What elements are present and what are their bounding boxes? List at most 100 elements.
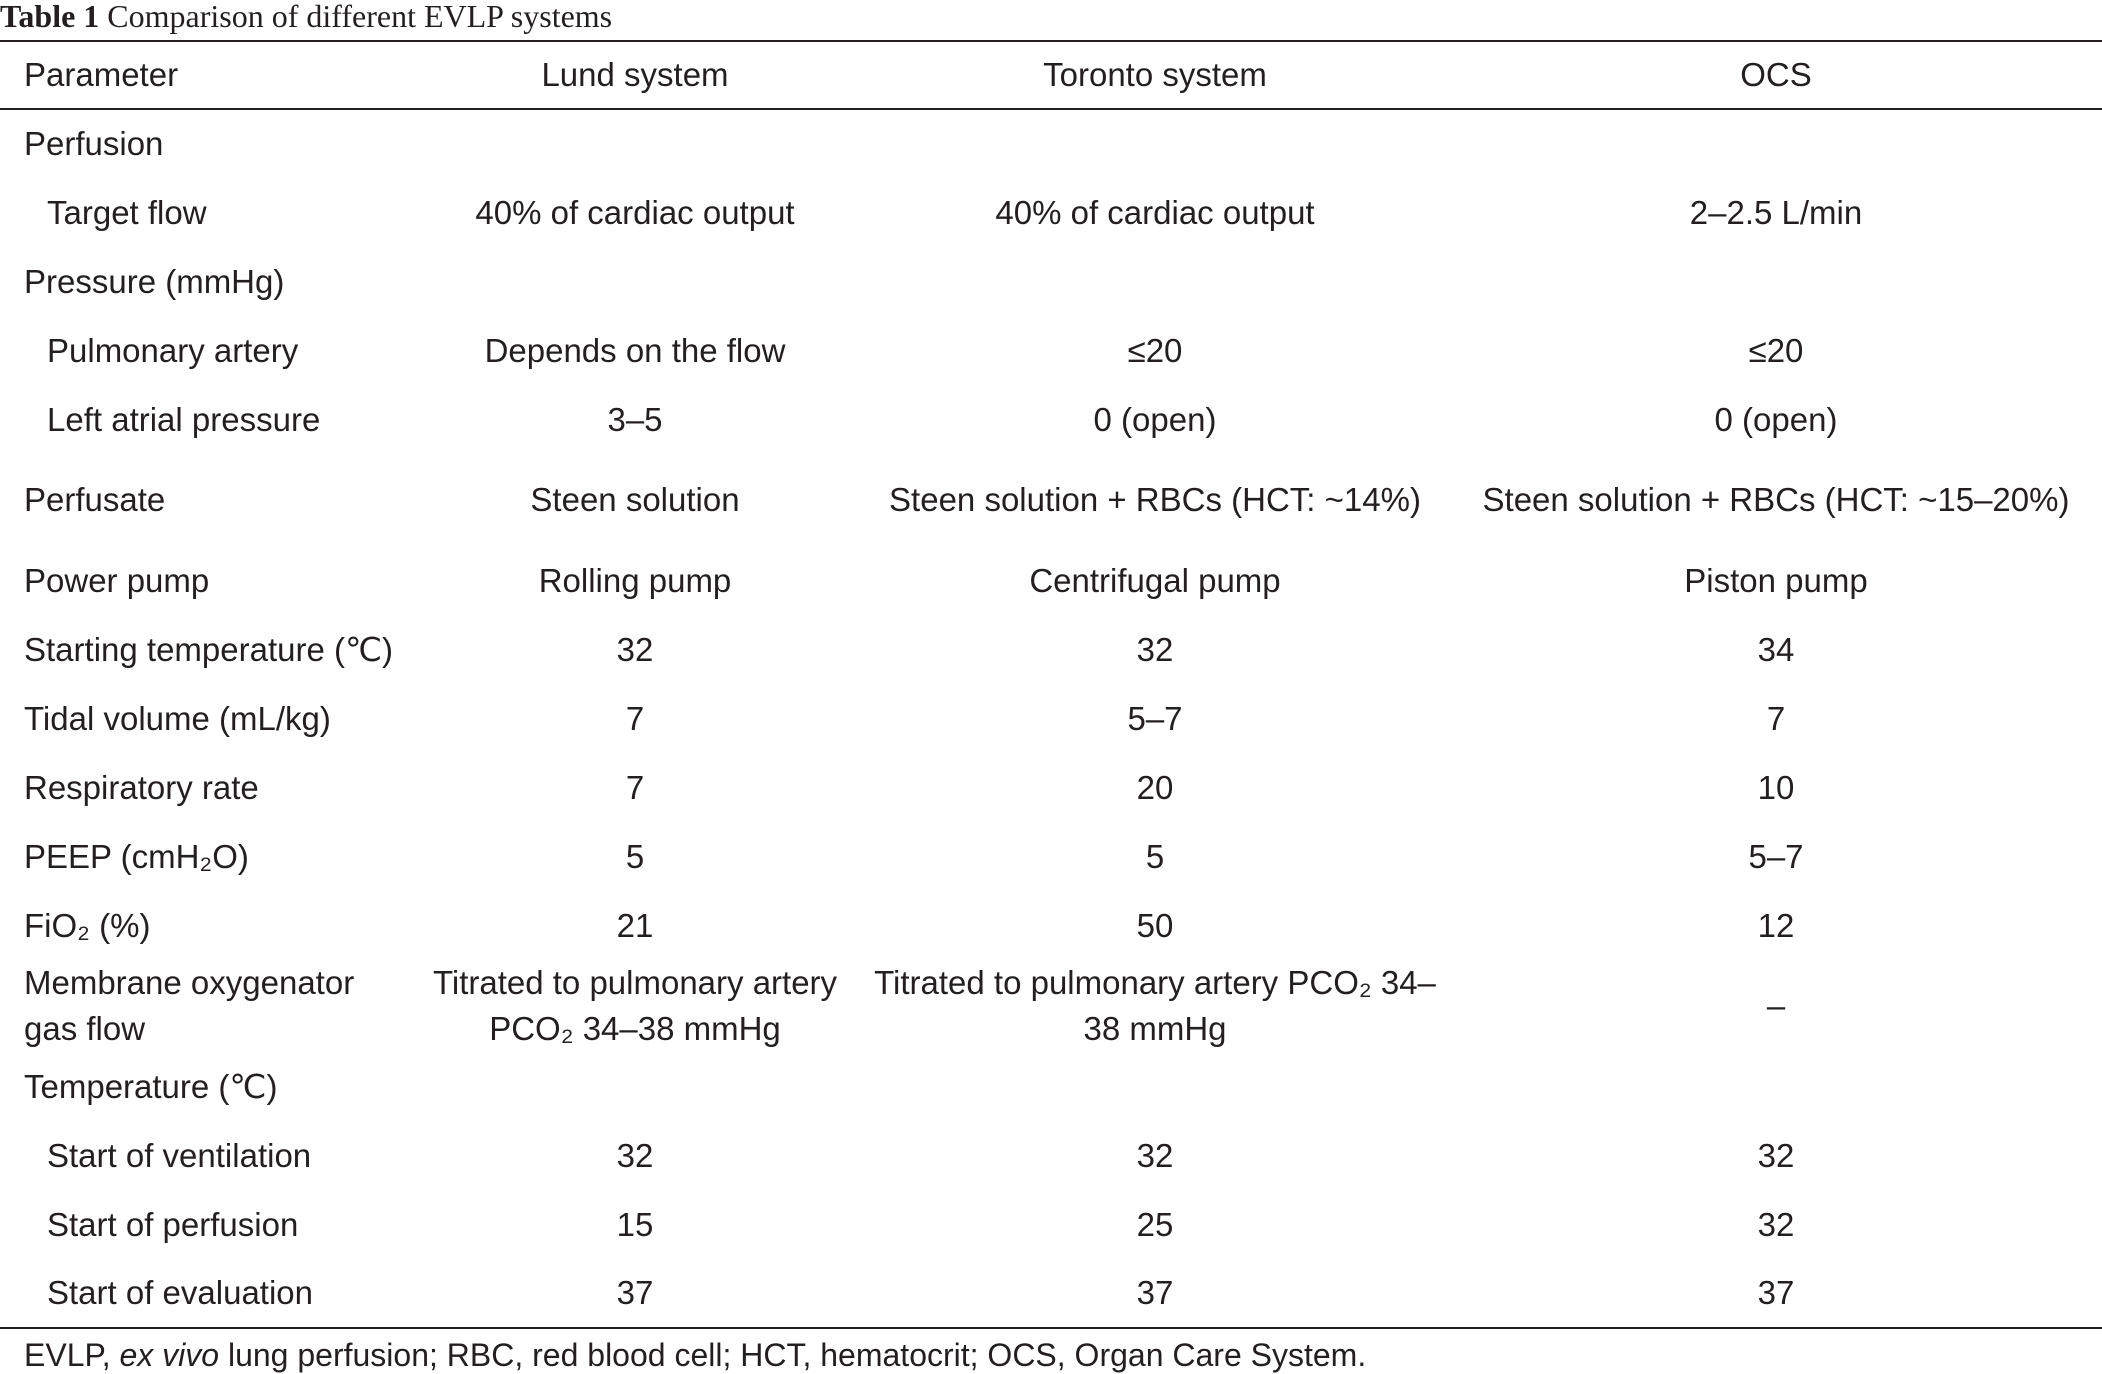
lund-value-cell: 3–5 <box>607 400 663 438</box>
toronto-value-cell: 20 <box>1136 768 1174 806</box>
header-parameter: Parameter <box>24 56 179 93</box>
comparison-table-container: Parameter Lund system Toronto system OCS… <box>0 40 2102 1329</box>
table-row: Perfusate Steen solution Steen solution + … <box>0 454 2102 546</box>
table-row: Pressure (mmHg) <box>0 247 2102 316</box>
lund-value-cell: 40% of cardiac output <box>475 193 795 231</box>
lund-value-cell: 32 <box>616 630 654 668</box>
toronto-value-cell <box>860 109 1450 178</box>
header-lund-system: Lund system <box>541 56 729 93</box>
row-parameter-cell: Membrane oxygenator gas flow <box>24 964 355 1047</box>
table-row: Target flow 40% of cardiac output 40% of c… <box>0 178 2102 247</box>
ocs-value-cell: 7 <box>1766 699 1786 737</box>
ocs-value-cell: – <box>1766 987 1786 1024</box>
lund-value-cell <box>410 247 860 316</box>
row-parameter-cell: PEEP (cmH₂O) <box>24 837 249 875</box>
lund-value-cell: 15 <box>616 1205 654 1243</box>
lund-value-cell: 37 <box>616 1274 654 1311</box>
ocs-value-cell: 10 <box>1757 768 1795 806</box>
toronto-value-cell: 40% of cardiac output <box>995 193 1315 231</box>
toronto-value-cell: Titrated to pulmonary artery PCO₂ 34–38 … <box>874 964 1436 1047</box>
ocs-value-cell <box>1450 109 2102 178</box>
table-header-row: Parameter Lund system Toronto system OCS <box>0 41 2102 109</box>
row-parameter-cell: Tidal volume (mL/kg) <box>24 699 331 737</box>
ocs-value-cell: Piston pump <box>1684 561 1868 599</box>
table-row: Power pump Rolling pump Centrifugal pump Pi… <box>0 546 2102 615</box>
row-parameter-cell: Respiratory rate <box>24 768 259 806</box>
toronto-value-cell: 0 (open) <box>1093 400 1217 438</box>
toronto-value-cell <box>860 247 1450 316</box>
toronto-value-cell: 32 <box>1136 630 1174 668</box>
table-row: Left atrial pressure 3–5 0 (open) 0 (open) <box>0 385 2102 454</box>
toronto-value-cell: Steen solution + RBCs (HCT: ~14%) <box>889 481 1421 518</box>
lund-value-cell: Rolling pump <box>538 561 732 599</box>
lund-value-cell: Titrated to pulmonary artery PCO₂ 34–38 … <box>432 964 838 1047</box>
lund-value-cell: 5 <box>625 837 645 875</box>
table-row: Membrane oxygenator gas flow Titrated to … <box>0 960 2102 1052</box>
table-footnote: EVLP, ex vivo lung perfusion; RBC, red b… <box>24 1336 1366 1374</box>
header-ocs: OCS <box>1740 56 1812 93</box>
footnote-text: lung perfusion; RBC, red blood cell; HCT… <box>227 1337 1367 1373</box>
ocs-value-cell <box>1450 1052 2102 1121</box>
lund-value-cell: 7 <box>625 768 645 806</box>
row-parameter-cell: Perfusate <box>24 481 166 518</box>
table-caption: Table 1 Comparison of different EVLP sys… <box>0 0 612 38</box>
toronto-value-cell: 5 <box>1145 837 1165 875</box>
lund-value-cell: Steen solution <box>530 481 740 518</box>
toronto-value-cell: 5–7 <box>1127 699 1183 737</box>
row-parameter-cell: Pulmonary artery <box>47 331 299 369</box>
toronto-value-cell <box>860 1052 1450 1121</box>
row-parameter-cell: Perfusion <box>24 125 164 162</box>
ocs-value-cell: 32 <box>1757 1136 1795 1174</box>
row-parameter-cell: Pressure (mmHg) <box>24 262 285 300</box>
ocs-value-cell: 2–2.5 L/min <box>1689 193 1863 231</box>
row-parameter-cell: Power pump <box>24 561 210 599</box>
table-row: Start of perfusion 15 25 32 <box>0 1190 2102 1259</box>
lund-value-cell: 21 <box>616 906 654 944</box>
row-parameter-cell: Starting temperature (℃) <box>24 631 394 668</box>
ocs-value-cell <box>1450 247 2102 316</box>
table-body: Perfusion Target flow 40% of cardiac outpu… <box>0 109 2102 1328</box>
row-parameter-cell: FiO₂ (%) <box>24 906 151 944</box>
table-row: PEEP (cmH₂O) 5 5 5–7 <box>0 822 2102 891</box>
ocs-value-cell: 5–7 <box>1748 837 1804 875</box>
row-parameter-cell: Left atrial pressure <box>47 400 321 438</box>
ocs-value-cell: 34 <box>1757 630 1795 668</box>
table-row: Respiratory rate 7 20 10 <box>0 753 2102 822</box>
comparison-table: Parameter Lund system Toronto system OCS… <box>0 40 2102 1329</box>
lund-value-cell <box>410 109 860 178</box>
table-row: Start of ventilation 32 32 32 <box>0 1121 2102 1190</box>
row-parameter-cell: Target flow <box>47 193 207 231</box>
row-parameter-cell: Start of perfusion <box>47 1205 299 1243</box>
toronto-value-cell: 25 <box>1136 1205 1174 1243</box>
row-parameter-cell: Start of evaluation <box>47 1274 313 1311</box>
toronto-value-cell: ≤20 <box>1127 331 1183 369</box>
ocs-value-cell: 12 <box>1757 906 1795 944</box>
table-header: Parameter Lund system Toronto system OCS <box>0 41 2102 109</box>
lund-value-cell: 7 <box>625 699 645 737</box>
row-parameter-cell: Temperature (℃) <box>24 1068 278 1105</box>
table-caption-label: Table 1 <box>0 0 100 34</box>
table-row: Perfusion <box>0 109 2102 178</box>
header-toronto-system: Toronto system <box>1043 56 1267 93</box>
ocs-value-cell: 37 <box>1757 1274 1795 1311</box>
table-row: Start of evaluation 37 37 37 <box>0 1259 2102 1328</box>
table-row: Temperature (℃) <box>0 1052 2102 1121</box>
table-caption-text: Comparison of different EVLP systems <box>107 0 613 34</box>
lund-value-cell: Depends on the flow <box>484 331 786 369</box>
lund-value-cell <box>410 1052 860 1121</box>
ocs-value-cell: 32 <box>1757 1205 1795 1243</box>
table-row: Pulmonary artery Depends on the flow ≤20 ≤2… <box>0 316 2102 385</box>
footnote-italic: ex vivo <box>119 1337 220 1373</box>
lund-value-cell: 32 <box>616 1136 654 1174</box>
table-row: FiO₂ (%) 21 50 12 <box>0 891 2102 960</box>
table-row: Starting temperature (℃) 32 32 34 <box>0 615 2102 684</box>
toronto-value-cell: 50 <box>1136 906 1174 944</box>
toronto-value-cell: 32 <box>1136 1136 1174 1174</box>
ocs-value-cell: ≤20 <box>1748 331 1804 369</box>
table-row: Tidal volume (mL/kg) 7 5–7 7 <box>0 684 2102 753</box>
ocs-value-cell: Steen solution + RBCs (HCT: ~15–20%) <box>1482 481 2070 518</box>
toronto-value-cell: Centrifugal pump <box>1029 561 1281 599</box>
ocs-value-cell: 0 (open) <box>1714 400 1838 438</box>
footnote-prefix: EVLP, <box>24 1337 111 1373</box>
toronto-value-cell: 37 <box>1136 1274 1174 1311</box>
